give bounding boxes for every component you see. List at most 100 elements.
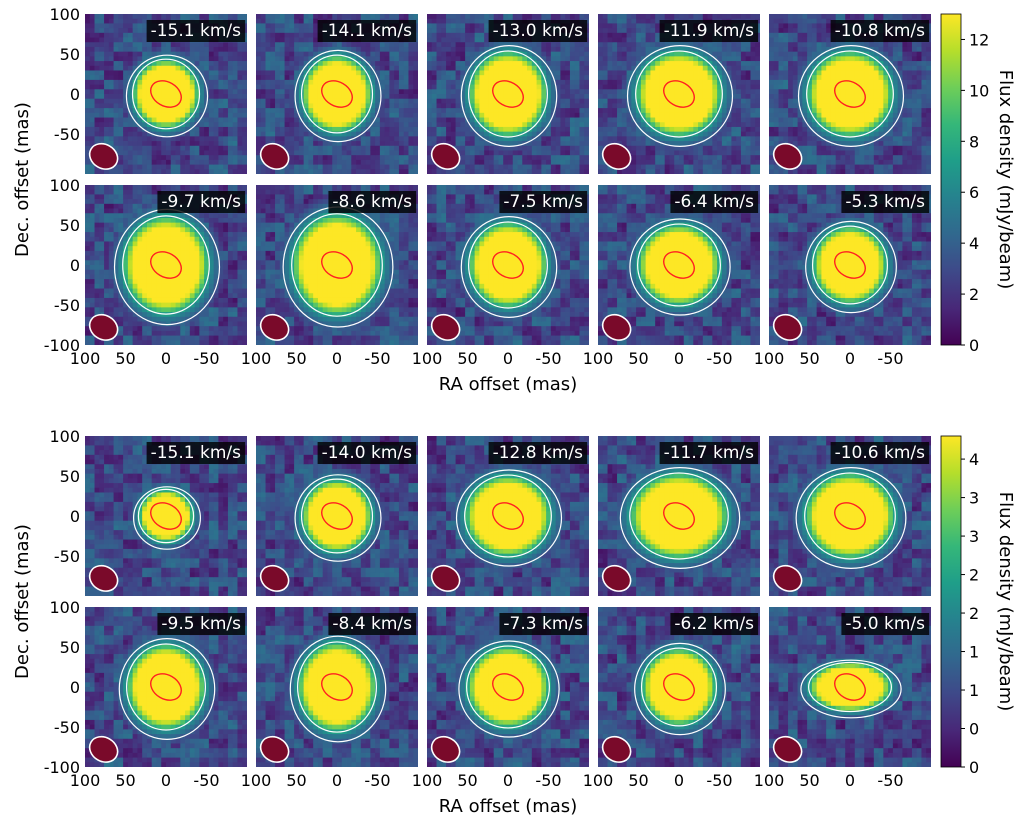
velocity-label: -5.0 km/s xyxy=(845,614,925,634)
beam-ellipse xyxy=(430,564,461,592)
x-tick-label: 0 xyxy=(845,771,855,790)
y-axis-label: Dec. offset (mas) xyxy=(12,102,33,257)
channel-panel: -15.1 km/s xyxy=(85,14,247,174)
channel-panel: -9.7 km/s xyxy=(85,185,247,345)
beam-ellipse xyxy=(601,313,632,341)
channel-panel: -6.4 km/s xyxy=(598,185,760,345)
x-tick-label: 0 xyxy=(161,771,171,790)
contour-inner xyxy=(300,54,374,134)
contour-outer xyxy=(125,54,209,138)
channel-panel: -11.9 km/s xyxy=(598,14,760,174)
x-tick-label: 0 xyxy=(503,771,513,790)
contour-outer xyxy=(289,635,387,743)
velocity-label: -10.8 km/s xyxy=(835,21,926,41)
figure-bottom: -15.1 km/s -14.0 km/s -12.8 km/s -11.7 km/s… xyxy=(12,427,1016,817)
figure-top: -15.1 km/s -14.1 km/s -13.0 km/s -11.9 km/s… xyxy=(12,5,1016,395)
contour-outer xyxy=(458,640,560,738)
contour-outer xyxy=(634,642,726,736)
x-tick-label: -50 xyxy=(535,771,561,790)
x-tick-label: 0 xyxy=(161,349,171,368)
beam-ellipse xyxy=(772,735,803,763)
beam-ellipse xyxy=(772,564,803,592)
panel-image xyxy=(256,14,418,174)
contour-inner xyxy=(297,641,377,733)
x-axis-label: RA offset (mas) xyxy=(439,374,577,395)
velocity-label: -9.7 km/s xyxy=(161,192,241,212)
channel-panel: -9.5 km/s xyxy=(85,607,247,767)
fitted-ellipse xyxy=(321,673,353,701)
x-tick-label: -50 xyxy=(364,771,390,790)
x-tick-label: -50 xyxy=(193,771,219,790)
x-tick-label: 0 xyxy=(674,349,684,368)
contour-outer xyxy=(629,218,731,316)
channel-panel: -8.4 km/s xyxy=(256,607,418,767)
y-tick-label: -50 xyxy=(54,718,80,737)
y-tick-label: -100 xyxy=(44,336,80,355)
contour-inner xyxy=(300,478,374,554)
velocity-label: -7.3 km/s xyxy=(503,614,583,634)
contour-outer xyxy=(797,44,905,148)
fitted-ellipse xyxy=(492,673,524,701)
contour-outer xyxy=(294,49,382,143)
x-tick-label: 100 xyxy=(754,349,785,368)
channel-panel: -5.0 km/s xyxy=(769,607,931,767)
velocity-label: -8.6 km/s xyxy=(332,192,412,212)
fitted-ellipse xyxy=(834,502,866,530)
colorbar-tick-label: 2 xyxy=(969,566,979,585)
y-tick-label: -50 xyxy=(54,547,80,566)
fitted-ellipse xyxy=(321,251,353,279)
colorbar-tick-label: 12 xyxy=(969,30,989,49)
x-tick-label: 50 xyxy=(628,349,648,368)
x-tick-label: 50 xyxy=(115,349,135,368)
x-tick-label: -50 xyxy=(535,349,561,368)
beam-ellipse xyxy=(88,313,119,341)
velocity-label: -6.2 km/s xyxy=(674,614,754,634)
colorbar-tick-label: 3 xyxy=(969,527,979,546)
contour-inner xyxy=(122,215,210,315)
y-tick-label: 0 xyxy=(70,678,80,697)
beam-ellipse xyxy=(259,564,290,592)
x-tick-label: 50 xyxy=(628,771,648,790)
y-tick-label: 100 xyxy=(49,598,80,617)
contour-inner xyxy=(137,488,195,544)
fitted-ellipse xyxy=(321,80,353,108)
contour-inner xyxy=(464,474,552,558)
x-tick-label: 0 xyxy=(503,349,513,368)
panel-image xyxy=(427,185,589,345)
velocity-label: -15.1 km/s xyxy=(151,443,242,463)
beam-ellipse xyxy=(259,142,290,170)
fitted-ellipse xyxy=(150,251,182,279)
channel-panel: -14.1 km/s xyxy=(256,14,418,174)
x-tick-label: 100 xyxy=(412,771,443,790)
colorbar-tick-label: 0 xyxy=(969,720,979,739)
beam-ellipse xyxy=(601,735,632,763)
y-tick-label: 50 xyxy=(60,467,80,486)
contour-inner xyxy=(126,643,206,731)
beam-ellipse xyxy=(772,313,803,341)
fitted-ellipse xyxy=(321,502,353,530)
x-tick-label: 100 xyxy=(241,349,272,368)
contour-outer xyxy=(460,216,558,319)
channel-panel: -15.1 km/s xyxy=(85,436,247,596)
x-tick-label: 50 xyxy=(799,349,819,368)
panel-image xyxy=(427,607,589,767)
x-axis-label: RA offset (mas) xyxy=(439,796,577,817)
velocity-label: -5.3 km/s xyxy=(845,192,925,212)
contour-outer xyxy=(800,659,902,719)
panel-image xyxy=(598,185,760,345)
channel-panel: -7.3 km/s xyxy=(427,607,589,767)
y-tick-label: 50 xyxy=(60,638,80,657)
velocity-label: -14.0 km/s xyxy=(322,443,413,463)
fitted-ellipse xyxy=(492,251,524,279)
velocity-label: -11.9 km/s xyxy=(664,21,755,41)
x-tick-label: -50 xyxy=(364,349,390,368)
contour-outer xyxy=(619,467,741,570)
beam-ellipse xyxy=(430,142,461,170)
fitted-ellipse xyxy=(150,80,182,108)
x-tick-label: 0 xyxy=(845,349,855,368)
contour-outer xyxy=(805,220,897,314)
colorbar xyxy=(940,13,962,346)
fitted-ellipse xyxy=(663,502,695,530)
contour-outer xyxy=(455,469,563,567)
